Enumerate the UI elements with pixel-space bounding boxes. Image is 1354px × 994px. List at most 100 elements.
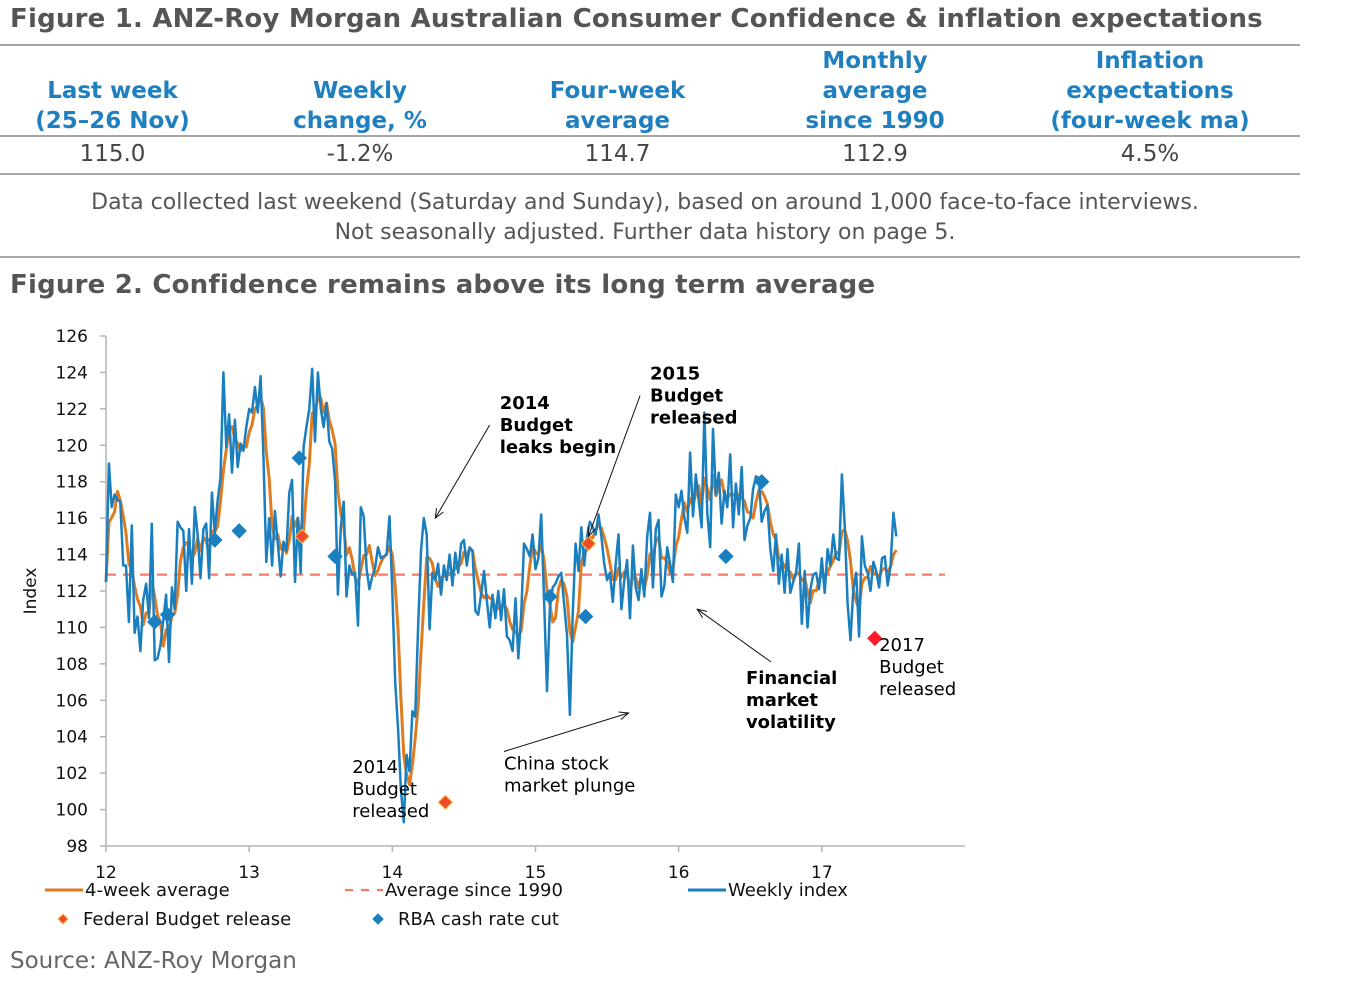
markers-group [146,450,883,810]
y-tick-label: 120 [56,436,88,456]
col-header-line: since 1990 [805,108,945,134]
annotation-text: Budget [650,386,724,407]
col-header-inflation-expectations: Inflation expectations (four-week ma) [1030,46,1270,136]
y-tick-label: 106 [56,691,88,711]
annotation-text: 2015 [650,364,700,385]
y-tick-label: 126 [56,327,88,347]
rba-cash-rate-cut-marker [159,606,176,623]
y-tick-label: 104 [56,728,88,748]
x-tick-label: 13 [238,863,260,883]
x-tick-label: 16 [668,863,690,883]
rba-cash-rate-cut-marker [291,450,307,466]
rba-cash-rate-cut-marker [146,614,163,630]
y-tick-label: 108 [56,655,88,675]
value-last-week: 115.0 [79,141,146,167]
y-tick-label: 112 [56,582,88,602]
col-header-last-week: Last week (25–26 Nov) [10,46,215,136]
rba-cash-rate-cut-marker [577,608,594,625]
legend-label: RBA cash rate cut [398,909,559,930]
annotation-text: 2014 [500,393,550,414]
weekly-index-line [104,367,898,824]
x-tick-label: 17 [811,863,833,883]
x-tick-label: 14 [382,863,404,883]
annotation-arrow-line [696,608,772,663]
legend-label: Federal Budget release [83,909,291,930]
rba-cash-rate-cut-marker [542,588,558,605]
annotation-text: Budget [352,779,417,800]
annotation-text: 2017 [879,635,925,656]
value-monthly-average: 112.9 [842,141,908,167]
y-tick-label: 122 [56,400,88,420]
x-tick-label: 12 [95,863,117,883]
value-weekly-change: -1.2% [326,141,394,167]
figure2-title: Figure 2. Confidence remains above its l… [10,270,876,300]
annotation-arrow-head [618,711,630,720]
table-bottom-rule [0,173,1300,175]
y-tick-label: 100 [56,801,88,821]
x-tick-label: 15 [525,863,547,883]
y-axis-label: Index [21,568,41,615]
legend-label: Average since 1990 [385,880,563,901]
annotation-text: Financial [746,668,837,689]
annotation-text: China stock [504,754,609,775]
col-header-weekly-change: Weekly change, % [255,46,465,136]
col-header-line: Inflation [1095,48,1205,74]
annotation-arrow-line [588,395,641,537]
legend-label: Weekly index [728,880,848,901]
series-group [104,367,898,824]
y-tick-label: 116 [56,509,88,529]
y-tick-label: 110 [56,618,88,638]
col-header-line: Last week [47,78,178,104]
legend: 4-week average Average since 1990 Weekly i… [45,880,848,930]
col-header-line: average [822,78,928,104]
rba-cash-rate-cut-marker [327,548,343,565]
col-header-four-week-average: Four-week average [510,46,725,136]
data-note-line-2: Not seasonally adjusted. Further data hi… [334,220,956,245]
annotation-text: market [746,690,818,711]
annotation-text: 2014 [352,757,398,778]
rba-cash-rate-cut-marker [207,532,223,548]
federal-budget-release-marker [294,528,310,545]
y-tick-label: 118 [56,473,88,493]
col-header-line: Weekly [313,78,407,104]
rba-cash-rate-cut-marker [718,548,734,565]
col-header-line: expectations [1066,78,1234,104]
legend-swatch-diamond [372,913,384,925]
rba-cash-rate-cut-marker [753,474,770,490]
annotation-arrow-head [587,526,596,538]
source-note: Source: ANZ-Roy Morgan [10,948,297,974]
col-header-monthly-average: Monthly average since 1990 [775,46,975,136]
col-header-line: (four-week ma) [1050,108,1250,134]
annotation-arrow-head [696,608,708,619]
col-header-line: Monthly [822,48,928,74]
data-note-line-1: Data collected last weekend (Saturday an… [91,190,1199,215]
confidence-chart: 98 100 102 104 106 108 110 112 114 116 118 120 122 12… [21,327,965,930]
federal-budget-release-marker [867,630,883,647]
annotation-text: market plunge [504,776,635,797]
annotation-text: released [650,408,737,429]
rba-cash-rate-cut-marker [231,523,247,539]
annotation-text: released [879,679,956,700]
annotation-arrow-line [434,424,491,519]
four-week-average-line [104,395,898,786]
section-rule [0,256,1300,258]
table-top-rule [0,44,1300,46]
figure1-title: Figure 1. ANZ-Roy Morgan Australian Cons… [10,4,1263,34]
annotation-text: volatility [746,712,836,733]
y-tick-label: 102 [56,764,88,784]
col-header-line: Four-week [549,78,686,104]
annotation-text: Budget [500,415,574,436]
col-header-line: change, % [293,108,427,134]
value-four-week-average: 114.7 [584,141,651,167]
annotation-text: Budget [879,657,944,678]
y-tick-label: 98 [66,837,88,857]
federal-budget-release-marker [437,794,454,810]
annotation-text: leaks begin [500,437,616,458]
federal-budget-release-marker [580,535,597,552]
chart-axes: 98 100 102 104 106 108 110 112 114 116 118 120 122 12… [21,327,965,883]
legend-swatch-diamond [57,913,69,925]
value-inflation-expectations: 4.5% [1120,141,1180,167]
table-header-rule [0,135,1300,137]
y-tick-label: 114 [56,546,88,566]
